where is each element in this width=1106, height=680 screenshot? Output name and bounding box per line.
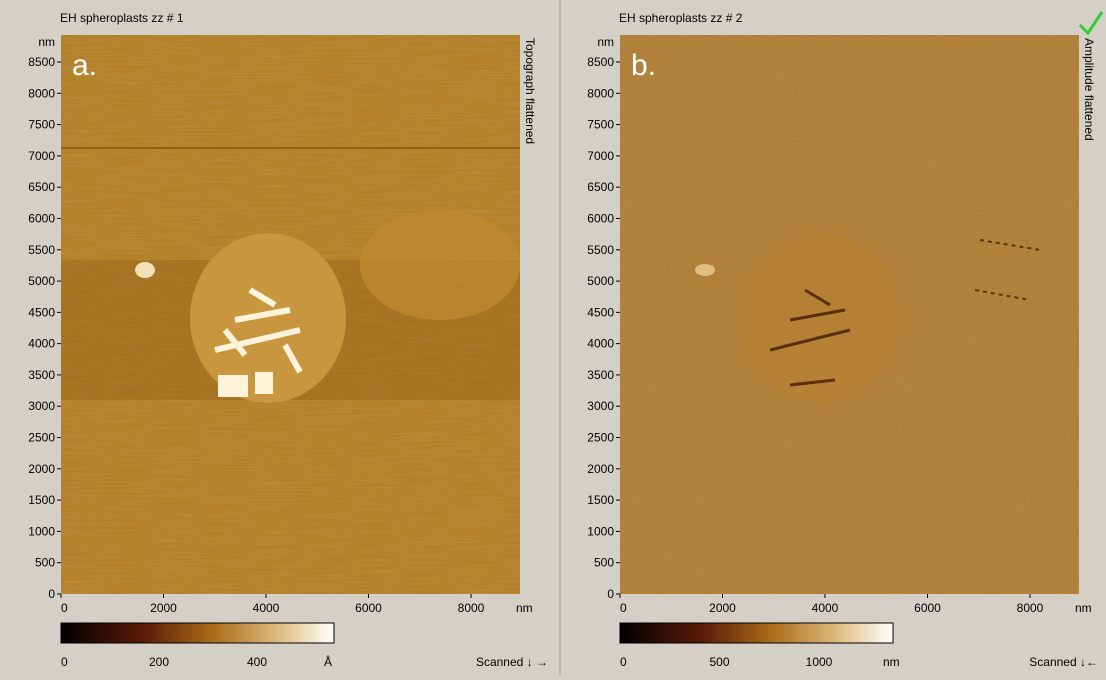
panel-title: EH spheroplasts zz # 2 [619,11,743,25]
x-tick-label: 8000 [458,601,485,615]
colorbar-tick-label: 0 [620,655,627,669]
y-tick-label: 7000 [587,149,614,163]
y-tick-label: 4000 [28,337,55,351]
y-tick-label: 500 [35,556,55,570]
scan-direction: Scanned ↓← [1029,655,1098,669]
y-tick-label: 5500 [587,243,614,257]
colorbar [61,623,334,643]
colorbar-unit: Å [324,654,332,669]
afm-window: EH spheroplasts zz # 1 a. Topograph flatte… [0,0,1106,675]
x-tick-label: 4000 [253,601,280,615]
side-label: Amplitude flattened [1082,38,1096,141]
y-tick-label: 0 [607,587,614,601]
y-tick-label: 2500 [587,431,614,445]
y-tick-label: 6500 [587,180,614,194]
colorbar-tick-label: 400 [247,655,267,669]
x-tick-label: 6000 [355,601,382,615]
y-tick-label: 7000 [28,149,55,163]
y-tick-label: 7500 [587,118,614,132]
y-tick-label: 8000 [28,86,55,100]
y-tick-label: 3500 [28,368,55,382]
x-tick-label: 6000 [914,601,941,615]
colorbar-tick-label: 200 [149,655,169,669]
y-tick-label: 2500 [28,431,55,445]
x-tick-label: 2000 [150,601,177,615]
check-icon [1080,12,1102,33]
y-tick-label: 4000 [587,337,614,351]
y-tick-label: 5500 [28,243,55,257]
y-tick-label: 1000 [28,524,55,538]
panel-label: b. [631,49,656,82]
y-unit: nm [38,35,55,49]
colorbar-tick-label: 500 [709,655,729,669]
x-tick-label: 2000 [709,601,736,615]
panel-label: a. [72,49,97,82]
y-tick-label: 1500 [28,493,55,507]
y-tick-label: 3500 [587,368,614,382]
y-tick-label: 500 [594,556,614,570]
y-tick-label: 5000 [587,274,614,288]
y-unit: nm [597,35,614,49]
colorbar-unit: nm [883,655,900,669]
x-unit: nm [516,601,533,615]
y-tick-label: 4500 [587,305,614,319]
scan-direction: Scanned ↓ → [476,655,548,669]
x-tick-label: 4000 [812,601,839,615]
y-tick-label: 0 [48,587,55,601]
y-tick-label: 2000 [587,462,614,476]
side-label: Topograph flattened [523,38,537,144]
colorbar [620,623,893,643]
amplitude-image [620,35,1079,594]
x-tick-label: 8000 [1017,601,1044,615]
y-tick-label: 8500 [587,55,614,69]
y-tick-label: 3000 [587,399,614,413]
topography-image [61,35,520,594]
colorbar-tick-label: 0 [61,655,68,669]
y-tick-label: 5000 [28,274,55,288]
y-tick-label: 6000 [28,211,55,225]
y-tick-label: 3000 [28,399,55,413]
y-tick-label: 8500 [28,55,55,69]
y-tick-label: 8000 [587,86,614,100]
x-unit: nm [1075,601,1092,615]
colorbar-tick-label: 1000 [806,655,833,669]
x-tick-label: 0 [61,601,68,615]
y-tick-label: 4500 [28,305,55,319]
y-tick-label: 7500 [28,118,55,132]
y-tick-label: 6500 [28,180,55,194]
y-tick-label: 2000 [28,462,55,476]
y-tick-label: 6000 [587,211,614,225]
y-tick-label: 1500 [587,493,614,507]
x-tick-label: 0 [620,601,627,615]
panel-title: EH spheroplasts zz # 1 [60,11,184,25]
y-tick-label: 1000 [587,524,614,538]
